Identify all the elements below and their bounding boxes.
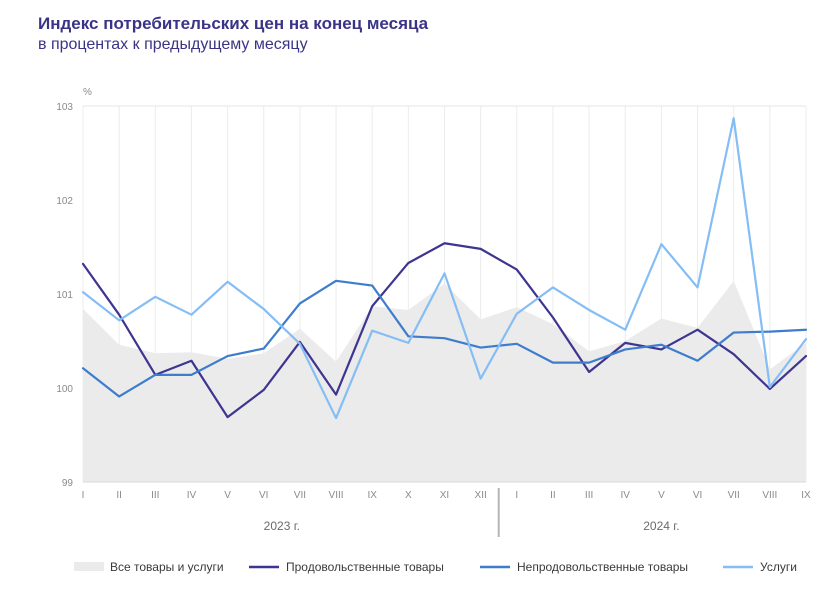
x-tick-label: VI: [259, 490, 268, 501]
x-tick-label: V: [224, 490, 231, 501]
legend-item-nonfood: Непродовольственные товары: [480, 560, 688, 574]
series-line-services: [81, 117, 808, 420]
x-tick-label: IX: [801, 490, 811, 501]
x-tick-label: III: [151, 490, 159, 501]
x-tick-label: VII: [294, 490, 306, 501]
x-tick-label: IV: [187, 490, 197, 501]
chart-title: Индекс потребительских цен на конец меся…: [38, 14, 429, 33]
legend-label: Услуги: [760, 560, 797, 574]
legend-item-food: Продовольственные товары: [249, 560, 444, 574]
x-tick-label: VI: [693, 490, 702, 501]
legend: Все товары и услуги Продовольственные тов…: [74, 560, 797, 574]
x-tick-label: VIII: [762, 490, 777, 501]
chart-subtitle: в процентах к предыдущему месяцу: [38, 36, 308, 53]
x-tick-label: II: [116, 490, 122, 501]
legend-item-services: Услуги: [723, 560, 797, 574]
x-tick-label: XII: [475, 490, 487, 501]
y-tick-label: 103: [56, 102, 73, 113]
legend-label: Непродовольственные товары: [517, 560, 688, 574]
y-axis-unit: %: [83, 87, 92, 98]
series-line-nonfood: [81, 279, 808, 398]
x-tick-label: IX: [367, 490, 377, 501]
x-tick-label: VII: [728, 490, 740, 501]
x-tick-label: I: [82, 490, 85, 501]
series-area-all-goods-services: [83, 280, 806, 482]
year-label: 2023 г.: [264, 519, 300, 533]
x-tick-label: III: [585, 490, 593, 501]
x-tick-label: IV: [621, 490, 631, 501]
series-line-food: [81, 242, 808, 419]
y-tick-label: 102: [56, 196, 73, 207]
area-layer: [83, 280, 806, 482]
lines-layer: [81, 117, 808, 420]
y-tick-label: 100: [56, 384, 73, 395]
legend-swatch: [74, 562, 104, 571]
x-tick-label: X: [405, 490, 412, 501]
legend-label: Продовольственные товары: [286, 560, 444, 574]
x-tick-label: V: [658, 490, 665, 501]
y-tick-label: 101: [56, 290, 73, 301]
legend-label: Все товары и услуги: [110, 560, 224, 574]
year-label: 2024 г.: [643, 519, 679, 533]
legend-item-all-goods-services: Все товары и услуги: [74, 560, 224, 574]
x-tick-label: XI: [440, 490, 449, 501]
x-tick-label: VIII: [329, 490, 344, 501]
y-tick-label: 99: [62, 478, 74, 489]
x-tick-label: I: [515, 490, 518, 501]
x-tick-label: II: [550, 490, 556, 501]
